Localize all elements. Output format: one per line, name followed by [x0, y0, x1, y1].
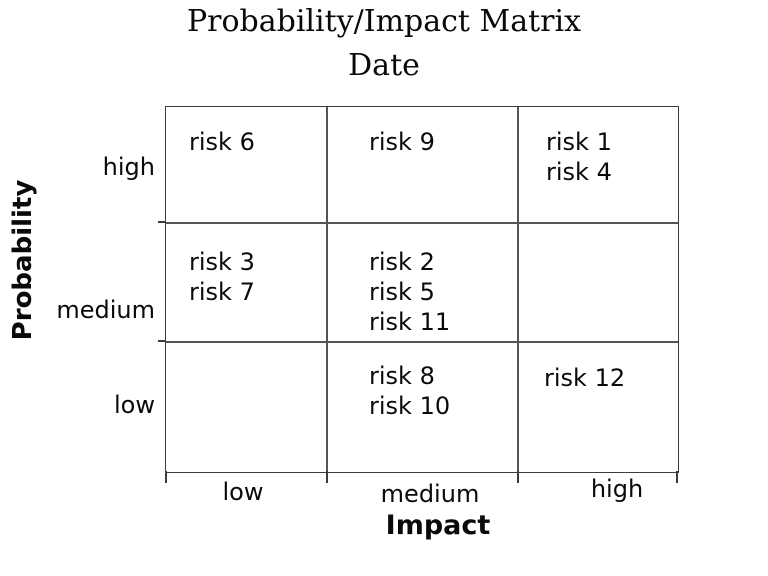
cell-high-high: risk 1 risk 4 — [517, 107, 678, 222]
risk-label: risk 9 — [369, 128, 435, 156]
x-axis-tick — [326, 471, 328, 483]
y-tick-label-high: high — [102, 153, 155, 181]
gridline-horizontal-2 — [166, 341, 678, 343]
cell-medium-high — [517, 222, 678, 341]
x-axis-tick — [517, 471, 519, 483]
risk-label: risk 10 — [369, 392, 451, 420]
risk-label: risk 5 — [369, 278, 435, 306]
y-tick-label-low: low — [114, 391, 155, 419]
chart-title: Probability/Impact Matrix — [186, 4, 582, 39]
y-axis-tick — [158, 221, 166, 223]
cell-low-low — [166, 341, 326, 472]
risk-label: risk 11 — [369, 308, 451, 336]
x-tick-label-high: high — [590, 475, 644, 503]
gridline-vertical-1 — [326, 107, 328, 472]
matrix-grid: risk 6 risk 9 risk 1 risk 4 risk 3 risk … — [158, 106, 679, 483]
x-tick-label-medium: medium — [380, 480, 480, 508]
x-axis-title: Impact — [385, 510, 491, 541]
risk-label: risk 8 — [369, 362, 435, 390]
cell-low-high: risk 12 — [517, 341, 678, 472]
cell-medium-medium: risk 2 risk 5 risk 11 — [326, 222, 517, 341]
cell-high-medium: risk 9 — [326, 107, 517, 222]
risk-label: risk 12 — [544, 364, 626, 392]
risk-label: risk 1 — [546, 128, 612, 156]
x-tick-label-low: low — [222, 478, 264, 506]
gridline-vertical-2 — [517, 107, 519, 472]
cell-low-medium: risk 8 risk 10 — [326, 341, 517, 472]
risk-label: risk 7 — [189, 278, 255, 306]
chart-subtitle: Date — [348, 48, 420, 83]
y-axis-title: Probability — [8, 179, 38, 341]
risk-label: risk 2 — [369, 248, 435, 276]
y-axis-tick — [158, 340, 166, 342]
gridline-horizontal-1 — [166, 222, 678, 224]
risk-label: risk 4 — [546, 158, 612, 186]
cell-high-low: risk 6 — [166, 107, 326, 222]
x-axis-tick — [676, 471, 678, 483]
x-axis-tick — [165, 471, 167, 483]
risk-label: risk 3 — [189, 248, 255, 276]
cell-medium-low: risk 3 risk 7 — [166, 222, 326, 341]
y-tick-label-medium: medium — [56, 296, 155, 324]
risk-label: risk 6 — [189, 128, 255, 156]
